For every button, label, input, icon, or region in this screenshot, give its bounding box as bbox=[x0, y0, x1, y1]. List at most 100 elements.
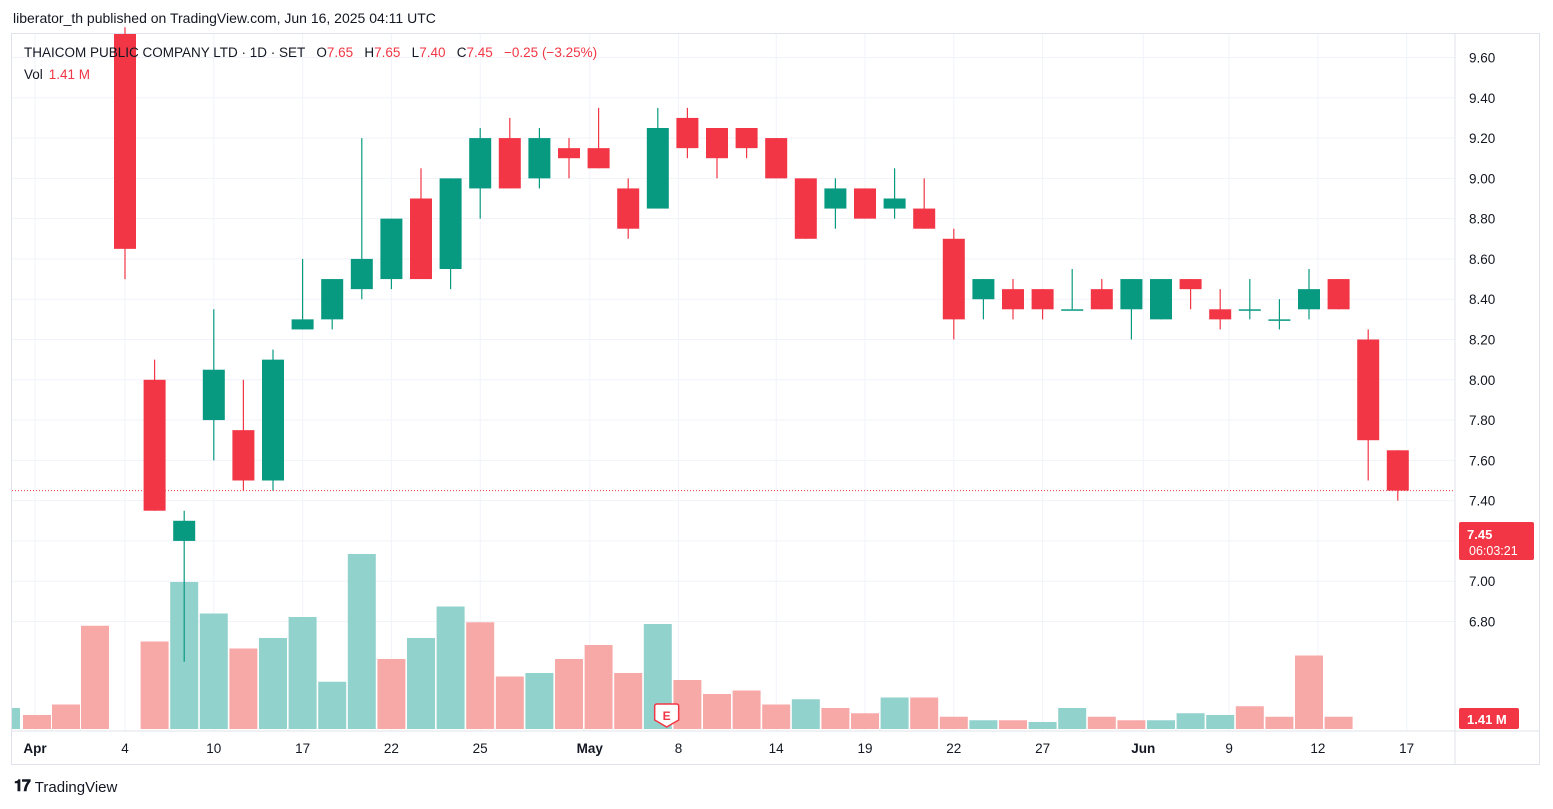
time-axis[interactable]: Apr 4 10 17 22 25 May 8 14 19 22 27 Jun 9 12 17 bbox=[23, 741, 1414, 756]
time-tick-label: 19 bbox=[857, 741, 872, 756]
last-price-value: 7.45 bbox=[1467, 527, 1492, 542]
publication-info: liberator_th published on TradingView.co… bbox=[13, 10, 436, 26]
time-tick-label: 22 bbox=[384, 741, 399, 756]
candle[interactable] bbox=[824, 178, 847, 229]
price-axis[interactable]: 9.60 9.40 9.20 9.00 8.80 8.60 8.40 8.20 8.00 7.80… bbox=[1469, 51, 1495, 630]
candle[interactable] bbox=[587, 107, 610, 169]
price-tick-label: 7.00 bbox=[1469, 574, 1495, 589]
candle[interactable] bbox=[291, 258, 314, 330]
volume-bar bbox=[229, 648, 258, 729]
candle[interactable] bbox=[321, 279, 344, 330]
candle-body bbox=[202, 369, 225, 421]
volume-bar bbox=[584, 645, 613, 729]
candle[interactable] bbox=[1120, 279, 1143, 340]
candle[interactable] bbox=[794, 178, 817, 239]
candle[interactable] bbox=[114, 27, 136, 280]
candle[interactable] bbox=[558, 138, 580, 179]
candle[interactable] bbox=[942, 228, 965, 340]
time-tick-label: 12 bbox=[1310, 741, 1325, 756]
candle[interactable] bbox=[232, 379, 255, 491]
candle-body bbox=[942, 238, 965, 320]
candle[interactable] bbox=[765, 138, 788, 179]
symbol-title[interactable]: THAICOM PUBLIC COMPANY LTD · 1D · SET bbox=[24, 45, 306, 60]
price-tick-label: 8.80 bbox=[1469, 212, 1495, 227]
volume-bar bbox=[495, 676, 524, 729]
symbol-legend: THAICOM PUBLIC COMPANY LTD · 1D · SET O7… bbox=[24, 45, 597, 60]
candle[interactable] bbox=[1031, 289, 1054, 320]
price-tick-label: 9.40 bbox=[1469, 91, 1495, 106]
candle-body bbox=[528, 138, 551, 179]
candle[interactable] bbox=[1090, 279, 1113, 310]
candle[interactable] bbox=[1150, 279, 1172, 320]
candle-body bbox=[350, 258, 373, 290]
candle[interactable] bbox=[1238, 279, 1261, 320]
brand-name: TradingView bbox=[34, 778, 118, 796]
candle[interactable] bbox=[972, 279, 995, 320]
candle-body bbox=[1090, 289, 1113, 310]
price-change: −0.25 (−3.25%) bbox=[504, 45, 598, 60]
volume-bar bbox=[851, 713, 879, 729]
candle-body bbox=[646, 128, 669, 209]
volume-bars bbox=[12, 554, 1353, 729]
volume-bar bbox=[762, 704, 791, 729]
price-tick-label: 7.40 bbox=[1469, 494, 1495, 509]
tradingview-logo-icon: 𝟏𝟕 bbox=[14, 778, 31, 795]
candle[interactable] bbox=[262, 349, 284, 491]
candle[interactable] bbox=[410, 168, 432, 280]
candle-body bbox=[321, 279, 344, 320]
candle[interactable] bbox=[143, 359, 166, 511]
candle[interactable] bbox=[735, 128, 758, 159]
candle[interactable] bbox=[1298, 269, 1320, 320]
candle[interactable] bbox=[469, 128, 492, 219]
price-tick-label: 8.00 bbox=[1469, 373, 1495, 388]
candle[interactable] bbox=[1357, 329, 1380, 481]
open-label: O bbox=[316, 45, 327, 60]
candle[interactable] bbox=[1209, 289, 1232, 330]
volume-bar bbox=[1087, 716, 1116, 729]
candle[interactable] bbox=[706, 128, 728, 179]
candle-body bbox=[1179, 279, 1202, 290]
candle[interactable] bbox=[854, 188, 876, 219]
time-tick-label: Apr bbox=[23, 741, 47, 756]
volume-bar bbox=[999, 720, 1027, 729]
candle[interactable] bbox=[202, 309, 225, 461]
candle[interactable] bbox=[676, 107, 699, 159]
tradingview-brand[interactable]: 𝟏𝟕 TradingView bbox=[14, 778, 117, 796]
candle-body bbox=[972, 279, 995, 300]
candle[interactable] bbox=[1061, 269, 1084, 311]
candle[interactable] bbox=[380, 218, 403, 290]
candle[interactable] bbox=[913, 178, 936, 229]
candle[interactable] bbox=[173, 510, 196, 662]
candle[interactable] bbox=[528, 128, 551, 189]
candle[interactable] bbox=[498, 117, 521, 189]
candle[interactable] bbox=[1327, 279, 1350, 310]
volume-bar bbox=[466, 622, 495, 729]
candle[interactable] bbox=[350, 138, 373, 300]
candle[interactable] bbox=[1179, 279, 1202, 310]
earnings-marker[interactable]: E bbox=[653, 703, 680, 728]
candle[interactable] bbox=[1386, 450, 1409, 501]
candle-body bbox=[1327, 279, 1350, 310]
time-tick-label: 22 bbox=[946, 741, 961, 756]
candle-body bbox=[1238, 309, 1261, 311]
candle[interactable] bbox=[883, 168, 906, 219]
price-tick-label: 8.40 bbox=[1469, 292, 1495, 307]
candle[interactable] bbox=[617, 178, 640, 239]
candle-body bbox=[1386, 450, 1409, 491]
volume-bar bbox=[939, 716, 968, 729]
candle[interactable] bbox=[646, 107, 669, 209]
candle-body bbox=[173, 520, 196, 541]
candle-body bbox=[824, 188, 847, 209]
volume-badge-value: 1.41 M bbox=[1467, 712, 1507, 727]
price-tick-label: 9.00 bbox=[1469, 171, 1495, 186]
volume-legend: Vol 1.41 M bbox=[24, 67, 90, 82]
price-tick-label: 8.60 bbox=[1469, 252, 1495, 267]
candle-body bbox=[1031, 289, 1054, 310]
candle[interactable] bbox=[439, 178, 462, 290]
candle[interactable] bbox=[1268, 299, 1291, 330]
price-tick-label: 6.80 bbox=[1469, 615, 1495, 630]
time-tick-label: 17 bbox=[1399, 741, 1414, 756]
candle[interactable] bbox=[1002, 279, 1024, 320]
volume-badge: 1.41 M bbox=[1459, 708, 1519, 729]
